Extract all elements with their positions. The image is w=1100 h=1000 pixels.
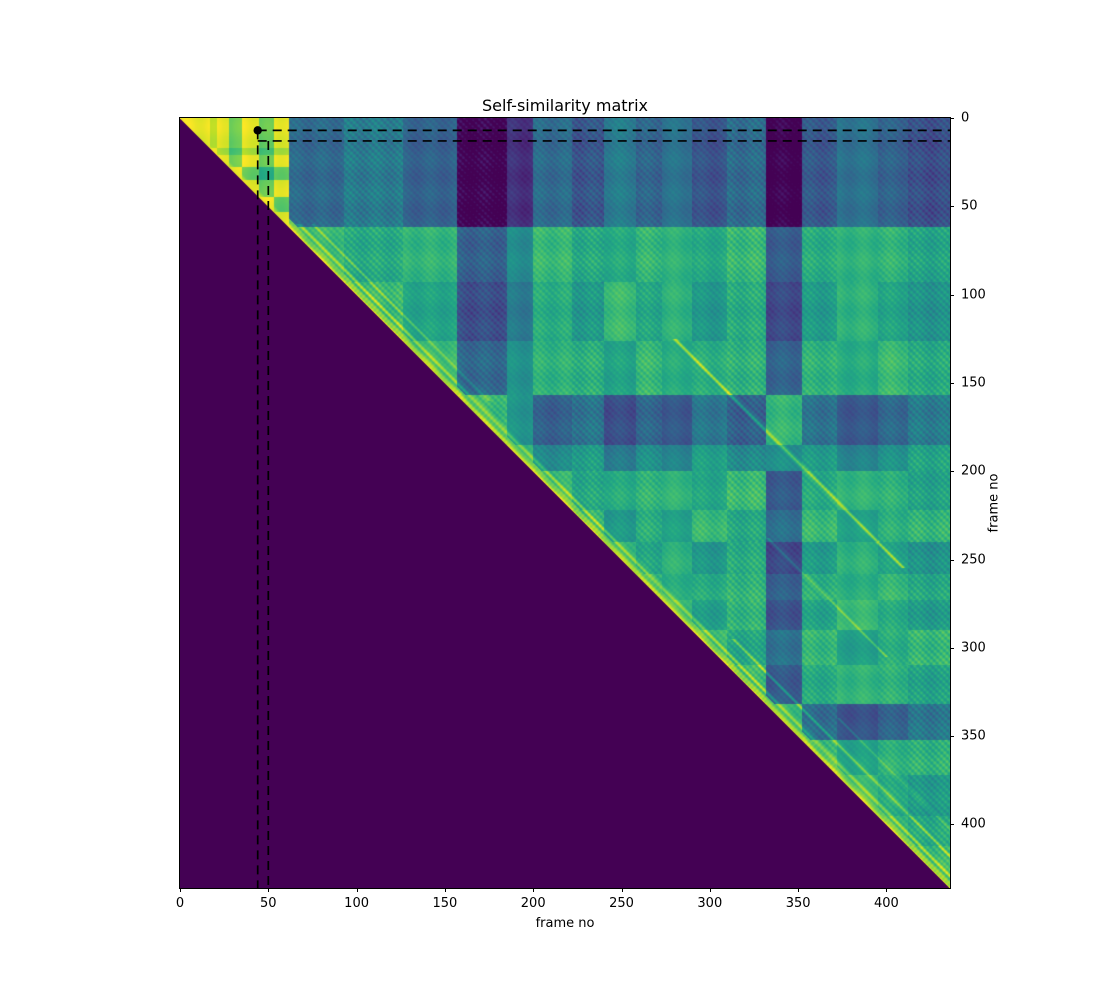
x-tick-mark xyxy=(621,888,623,892)
y-tick-label: 150 xyxy=(961,375,986,391)
x-tick-mark xyxy=(444,888,446,892)
x-tick-label: 100 xyxy=(344,896,370,911)
x-axis-label: frame no xyxy=(535,916,595,931)
axes-area: 0 50 100 150 200 250 300 350 400 0 50 100 150 200 250… xyxy=(176,111,986,912)
y-tick-mark xyxy=(950,118,954,119)
y-tick-mark xyxy=(950,382,954,384)
x-tick-mark xyxy=(798,888,800,892)
y-tick-label: 400 xyxy=(961,816,986,832)
x-tick-label: 200 xyxy=(520,896,546,911)
y-tick-label: 0 xyxy=(961,110,970,126)
y-tick-mark xyxy=(950,736,954,738)
y-tick-mark xyxy=(950,647,954,649)
x-tick-mark xyxy=(533,888,535,892)
x-tick-label: 150 xyxy=(432,896,458,911)
y-tick-label: 350 xyxy=(961,728,986,744)
x-tick-label: 0 xyxy=(175,896,185,911)
y-tick-mark xyxy=(950,559,954,561)
x-tick-label: 50 xyxy=(260,896,277,911)
x-tick-label: 350 xyxy=(785,896,811,911)
y-tick-label: 100 xyxy=(961,287,986,303)
x-tick-mark xyxy=(356,888,358,892)
y-tick-mark xyxy=(950,294,954,296)
y-tick-label: 50 xyxy=(961,198,978,214)
y-tick-label: 200 xyxy=(961,463,986,479)
x-tick-label: 300 xyxy=(697,896,723,911)
y-tick-mark xyxy=(950,824,954,826)
x-tick-label: 250 xyxy=(609,896,634,911)
y-tick-label: 250 xyxy=(961,552,986,567)
x-tick-mark xyxy=(709,888,711,892)
y-tick-label: 300 xyxy=(961,640,986,656)
y-tick-mark xyxy=(950,206,954,208)
y-tick-mark xyxy=(950,471,954,473)
chart-title: Self-similarity matrix xyxy=(481,96,649,115)
x-tick-mark xyxy=(886,888,888,892)
x-tick-mark xyxy=(268,888,270,892)
self-similarity-heatmap xyxy=(180,118,950,888)
x-tick-mark xyxy=(180,888,181,892)
y-axis-label: frame no xyxy=(986,473,1002,533)
x-tick-label: 400 xyxy=(874,896,899,911)
